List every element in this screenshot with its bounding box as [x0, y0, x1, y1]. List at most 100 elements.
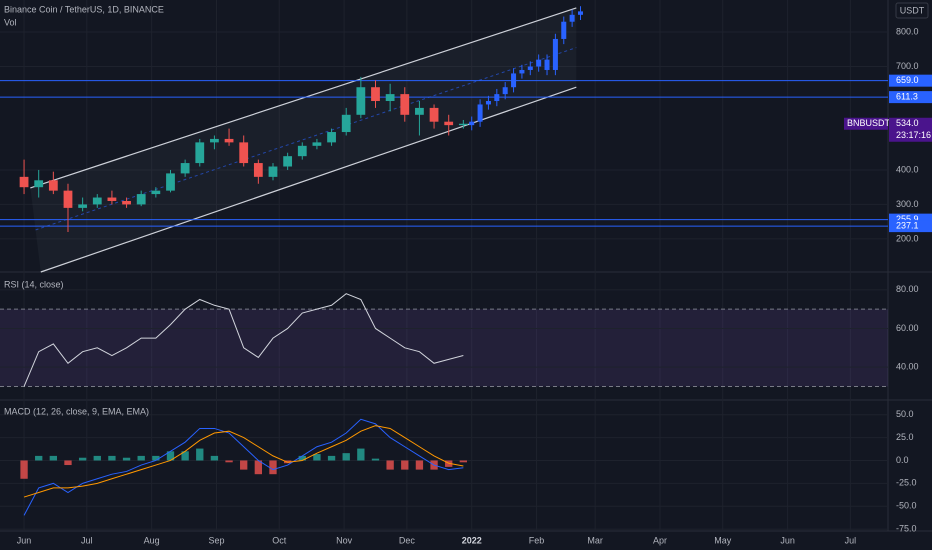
y-tick-label: 50.0 — [896, 409, 914, 419]
candle-body — [477, 104, 483, 122]
level-tag — [889, 74, 932, 87]
candle-body — [92, 197, 102, 205]
macd-line — [23, 425, 464, 498]
x-tick-label: Jun — [780, 535, 795, 545]
x-tick-label: Dec — [399, 535, 416, 545]
macd-title: MACD (12, 26, close, 9, EMA, EMA) — [4, 406, 149, 416]
histogram-bar — [240, 460, 248, 470]
candle-body — [239, 142, 249, 164]
candle-body — [283, 156, 293, 167]
candle-body — [371, 87, 380, 102]
histogram-bar — [122, 457, 131, 461]
histogram-bar — [327, 455, 336, 461]
histogram-bar — [342, 453, 350, 461]
candle-body — [569, 14, 575, 22]
histogram-bar — [269, 460, 277, 475]
channel-line — [40, 86, 577, 273]
histogram-bar — [108, 455, 116, 461]
candle-body — [327, 132, 336, 143]
histogram-bar — [78, 457, 87, 461]
candle-body — [297, 145, 307, 157]
candle-body — [268, 166, 278, 177]
candle-body — [519, 69, 525, 74]
level-label: 255.9 — [896, 214, 919, 224]
candle-body — [136, 194, 146, 205]
histogram-bar — [415, 460, 424, 470]
candle-body — [444, 121, 454, 126]
candle-body — [78, 204, 88, 208]
candle-body — [180, 163, 190, 174]
symbol-title: Binance Coin / TetherUS, 1D, BINANCE — [4, 4, 164, 14]
candle-body — [485, 101, 491, 105]
x-tick-label: May — [714, 535, 732, 545]
candle-body — [210, 138, 219, 143]
y-tick-label: 40.00 — [896, 362, 919, 372]
histogram-bar — [386, 460, 394, 470]
y-tick-label: 800.0 — [896, 26, 919, 36]
level-label: 659.0 — [896, 75, 919, 85]
candle-body — [544, 59, 550, 70]
y-tick-label: 60.00 — [896, 323, 919, 333]
candle-body — [356, 87, 366, 115]
x-tick-label: Nov — [336, 535, 353, 545]
candle-body — [469, 121, 475, 126]
histogram-bar — [49, 455, 58, 461]
y-tick-label: 700.0 — [896, 61, 919, 71]
candle-body — [151, 190, 161, 195]
candle-body — [195, 142, 205, 164]
candle-body — [511, 73, 517, 88]
candle-body — [458, 123, 468, 126]
candle-body — [502, 87, 508, 95]
histogram-bar — [166, 451, 175, 461]
histogram-bar — [357, 448, 365, 461]
y-tick-label: 25.0 — [896, 432, 914, 442]
symbol-name: BNBUSDT — [847, 118, 891, 128]
level-label: 237.1 — [896, 220, 919, 230]
y-tick-label: 400.0 — [896, 164, 919, 174]
y-tick-label: 300.0 — [896, 199, 919, 209]
currency-label[interactable]: USDT — [900, 5, 925, 15]
histogram-bar — [93, 455, 101, 461]
level-tag — [889, 91, 932, 104]
candle-body — [48, 180, 58, 191]
candle-body — [253, 163, 263, 177]
level-label: 611.3 — [896, 91, 918, 101]
candle-body — [63, 190, 73, 208]
currency-box[interactable] — [895, 2, 929, 19]
x-tick-label: 2022 — [462, 535, 482, 545]
candle-body — [552, 38, 558, 70]
histogram-bar — [196, 448, 204, 461]
candle-body — [34, 180, 44, 188]
rsi-band — [0, 309, 888, 387]
volume-label: Vol — [4, 17, 17, 27]
histogram-bar — [225, 460, 233, 463]
histogram-bar — [35, 455, 43, 461]
histogram-bar — [401, 460, 409, 470]
candle-body — [415, 107, 424, 115]
channel-mid — [35, 47, 577, 231]
histogram-bar — [20, 460, 28, 479]
candle-body — [400, 94, 410, 115]
candle-body — [122, 200, 131, 205]
histogram-bar — [371, 458, 380, 461]
x-tick-label: Apr — [653, 535, 667, 545]
y-tick-label: 200.0 — [896, 233, 919, 243]
y-tick-label: 0.0 — [896, 455, 909, 465]
price-label: 534.0 — [896, 118, 919, 128]
histogram-bar — [210, 455, 219, 461]
candle-body — [561, 21, 567, 39]
channel-line — [30, 7, 577, 189]
x-tick-label: Jun — [17, 535, 32, 545]
histogram-bar — [64, 460, 72, 466]
histogram-bar — [181, 451, 189, 461]
candle-body — [312, 142, 322, 146]
candle-body — [385, 94, 395, 102]
rsi-line — [23, 293, 464, 387]
candle-body — [19, 176, 29, 188]
x-tick-label: Jul — [81, 535, 93, 545]
y-tick-label: -25.0 — [896, 478, 917, 488]
candle-body — [107, 197, 117, 201]
y-tick-label: -75.0 — [896, 523, 917, 533]
